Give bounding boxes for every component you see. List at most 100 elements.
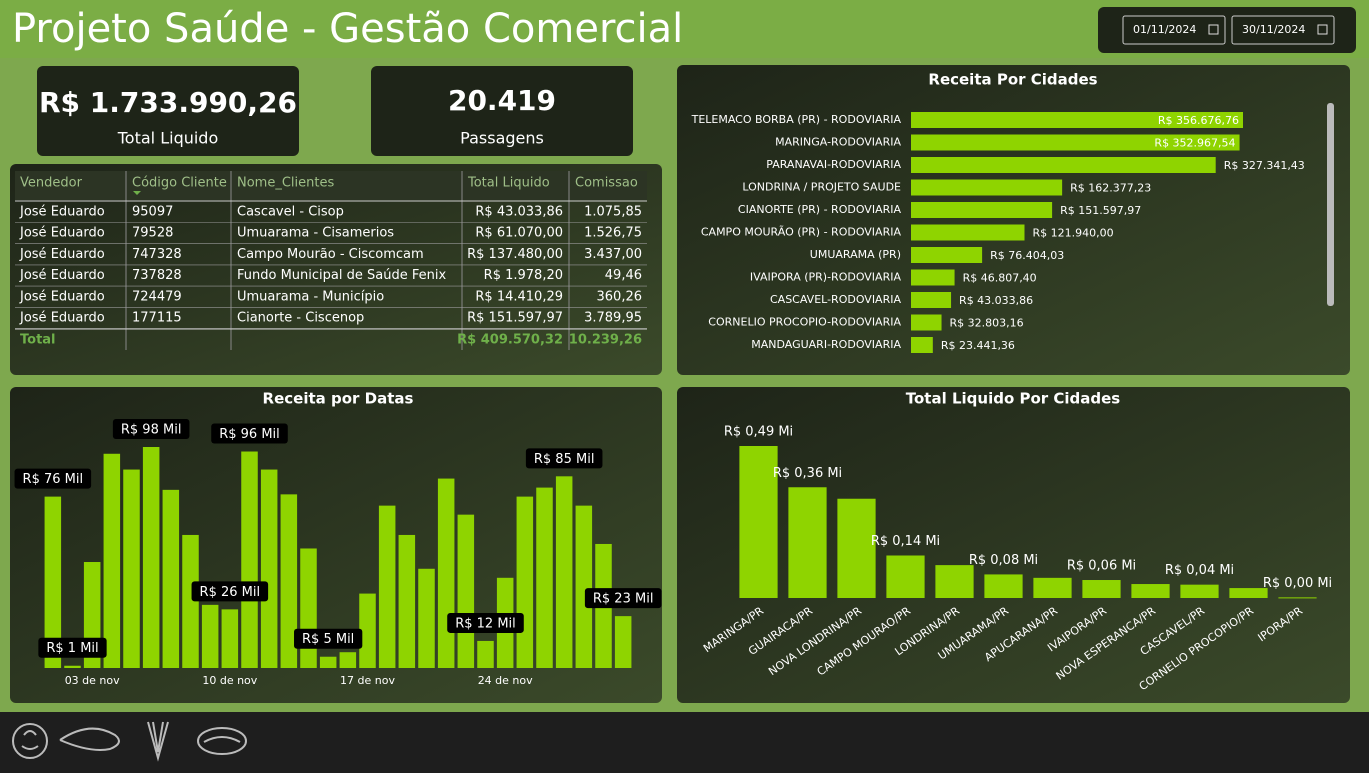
chart-title: Total Liquido Por Cidades [906,390,1121,408]
calendar-icon[interactable] [1208,24,1219,35]
bar [418,568,435,668]
data-label-bg [191,581,269,602]
logos [12,721,247,762]
date-end-box[interactable] [1231,15,1335,45]
table-cell: Fundo Municipal de Saúde Fenix [237,268,446,283]
table-cell: 1.526,75 [584,226,642,241]
category-label: CORNELIO PROCOPIO-RODOVIARIA [708,316,901,329]
bar [477,640,494,668]
total-label: Total [20,333,56,348]
kpi-label: Passagens [460,129,544,148]
bar [1131,584,1170,598]
bar [300,548,317,668]
bar [359,593,376,668]
bar [911,179,1063,196]
data-label: R$ 43.033,86 [959,294,1033,307]
data-label: R$ 96 Mil [219,427,280,442]
bar [378,505,396,668]
table-cell: 747328 [132,247,182,262]
date-start[interactable]: 01/11/2024 [1133,23,1196,36]
bar [516,496,534,668]
bar [837,498,876,598]
bar [911,337,933,353]
data-label-bg [112,419,190,439]
category-label: MARINGA-RODOVIARIA [775,136,901,149]
kpi-value: R$ 1.733.990,26 [39,86,297,119]
table-cell: Campo Mourão - Ciscomcam [237,247,424,262]
bar [398,534,416,668]
bar [142,447,160,668]
table-cell: José Eduardo [19,311,105,326]
bar [984,574,1023,598]
bar [739,446,778,598]
date-end[interactable]: 30/11/2024 [1242,23,1305,36]
column-header: Comissao [575,176,638,191]
column-header: Total Liquido [467,176,550,191]
data-label: R$ 327.341,43 [1224,159,1305,172]
bar [1082,580,1121,598]
bar [1229,588,1268,598]
bar [911,134,1240,151]
x-tick-label: 03 de nov [65,674,120,687]
bar [103,453,121,668]
table-panel [10,164,662,375]
data-label-bg [14,468,92,489]
bar [201,604,219,668]
data-label-bg [584,588,662,609]
bar [437,478,455,668]
kpi-value: 20.419 [448,84,556,117]
total-value: 10.239,26 [569,333,642,348]
category-label: TELEMACO BORBA (PR) - RODOVIARIA [691,113,902,126]
chart-panel [677,387,1350,703]
table-cell: 1.075,85 [584,205,642,220]
x-tick-label: 10 de nov [202,674,257,687]
x-tick-label: 24 de nov [478,674,533,687]
calendar-icon[interactable] [1317,24,1328,35]
data-label-bg [211,423,288,444]
category-label: LONDRINA / PROJETO SAUDE [742,181,901,194]
data-label: R$ 352.967,54 [1154,137,1235,150]
data-label: R$ 23.441,36 [941,339,1015,352]
category-label: MANDAGUARI-RODOVIARIA [751,338,901,351]
data-label: R$ 76 Mil [23,472,84,487]
data-label: R$ 121.940,00 [1033,227,1114,240]
bar [260,469,278,668]
bar [911,314,942,331]
table-cell: R$ 137.480,00 [467,247,563,262]
data-label: R$ 85 Mil [534,452,595,467]
date-start-box[interactable] [1122,15,1226,45]
bar [555,476,573,668]
x-tick-label: 17 de nov [340,674,395,687]
data-label: R$ 162.377,23 [1070,182,1151,195]
table-cell: 360,26 [597,289,643,304]
data-label: R$ 0,06 Mi [1067,559,1136,574]
table-cell: José Eduardo [19,289,105,304]
data-label: R$ 0,08 Mi [969,553,1038,568]
table-cell: Umuarama - Cisamerios [237,226,394,241]
data-label: R$ 0,36 Mi [773,466,842,481]
sort-icon [133,191,141,195]
data-label: R$ 356.676,76 [1158,114,1239,127]
table-cell: 724479 [132,289,182,304]
footer-bar [0,712,1369,773]
bar [182,534,199,668]
bar [911,269,955,286]
data-label: R$ 76.404,03 [990,249,1064,262]
data-label: R$ 1 Mil [46,641,98,656]
table-cell: José Eduardo [19,226,105,241]
data-label: R$ 0,04 Mi [1165,563,1234,578]
table-cell: 3.789,95 [584,311,642,326]
data-label: R$ 5 Mil [302,632,354,647]
bar [280,494,298,668]
table-cell: José Eduardo [19,268,105,283]
table-cell: 177115 [132,311,182,326]
data-label: R$ 0,00 Mi [1263,576,1332,591]
table-cell: R$ 14.410,29 [475,289,563,304]
bar [44,496,62,668]
table-cell: 3.437,00 [584,247,642,262]
scrollbar[interactable] [1327,103,1334,306]
chart-title: Receita Por Cidades [928,71,1097,89]
table-cell: R$ 43.033,86 [475,205,563,220]
data-label-bg [447,612,524,633]
